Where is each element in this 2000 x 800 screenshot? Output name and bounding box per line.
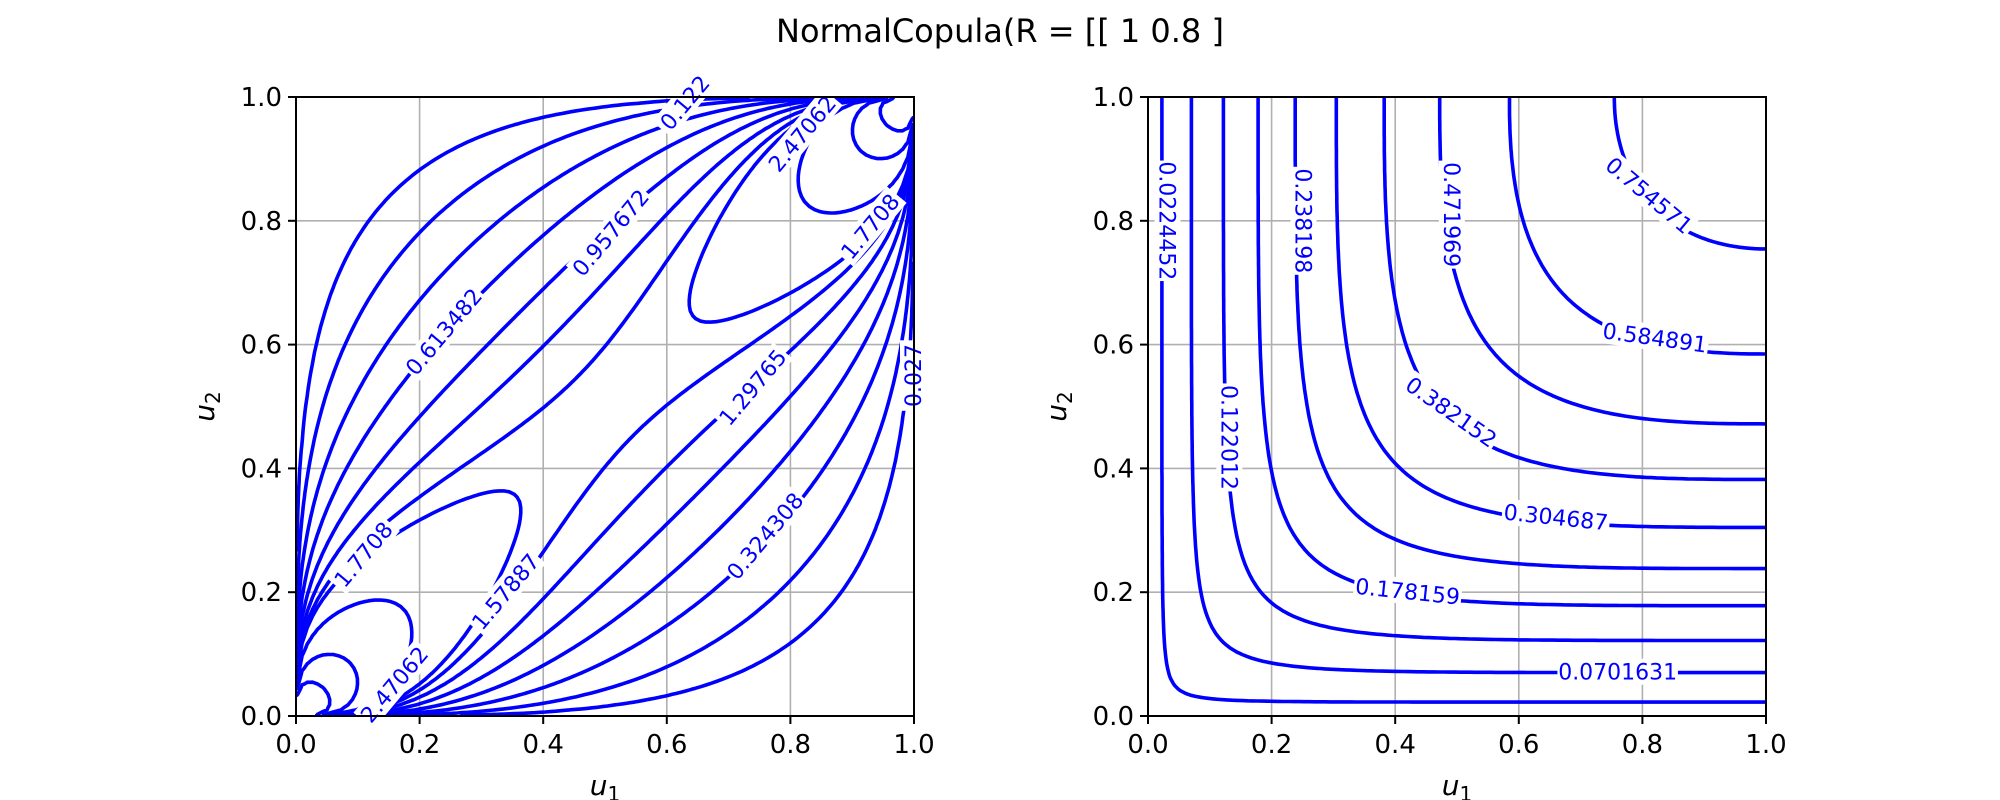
contour-label: 0.382152	[1399, 370, 1504, 454]
contour-label: 0.957672	[565, 182, 656, 283]
contour-label-bg	[398, 281, 489, 382]
contour-label-bg	[833, 186, 907, 267]
contour-label-bg	[326, 514, 400, 595]
y-tick-label: 0.4	[1093, 454, 1134, 484]
axes-frame	[295, 96, 915, 717]
y-tick-label: 0.6	[1093, 331, 1134, 361]
cdf-contour-panel: 0.0224452 0.0701631 0.122012 0.178159 0.2381…	[1040, 83, 1787, 800]
figure-title: NormalCopula(R = [[ 1 0.8 ]	[776, 12, 1224, 50]
x-tick-label: 0.4	[523, 730, 564, 760]
x-tick-label: 0.2	[399, 730, 440, 760]
contour-label-text: 0.238198	[1290, 168, 1315, 273]
contour-label-text: 0.0224452	[1154, 161, 1179, 280]
contour-label: 0.178159	[1352, 572, 1463, 611]
pdf-contour-line	[296, 97, 914, 716]
y-tick-label: 0.8	[241, 207, 282, 237]
pdf-contour-line	[296, 97, 914, 716]
x-tick-label: 0.4	[1375, 730, 1416, 760]
pdf-contour-line	[296, 97, 914, 716]
contour-label-bg	[1599, 150, 1699, 240]
y-axis-label: u2	[188, 391, 225, 421]
contour-label-bg	[1399, 370, 1504, 454]
contour-label-bg	[651, 67, 718, 138]
pdf-contour-line	[296, 97, 914, 716]
contour-label-bg	[464, 546, 547, 637]
contour-label: 1.7708	[833, 186, 907, 267]
y-tick-label: 1.0	[1093, 83, 1134, 113]
x-axis-label: u1	[1442, 769, 1472, 800]
x-tick-label: 0.0	[1127, 730, 1168, 760]
x-tick-label: 0.8	[770, 730, 811, 760]
pdf-contour-panel: 0.1220.6134820.9576722.470621.77080.0271…	[188, 67, 935, 800]
contour-label: 0.0701631	[1557, 658, 1678, 686]
contour-label: 0.471969	[1438, 160, 1465, 269]
y-tick-label: 0.8	[1093, 207, 1134, 237]
contour-label: 0.754571	[1599, 150, 1699, 240]
contour-label-text: 0.613482	[401, 284, 488, 380]
contour-label-text: 0.382152	[1400, 373, 1500, 454]
pdf-contour-line	[296, 97, 914, 716]
x-tick-label: 0.8	[1622, 730, 1663, 760]
cdf-contour-line	[1334, 97, 1766, 530]
contour-label: 0.238198	[1290, 166, 1317, 275]
contour-label-text: 0.178159	[1354, 575, 1461, 611]
pdf-contour-line	[296, 97, 914, 716]
y-tick-label: 1.0	[241, 83, 282, 113]
x-tick-label: 0.0	[275, 730, 316, 760]
contour-label-bg	[1500, 498, 1612, 536]
y-tick-label: 0.2	[1093, 578, 1134, 608]
contour-label-bg	[761, 88, 843, 179]
contour-label-bg	[353, 639, 435, 730]
contour-label-bg	[1599, 317, 1711, 358]
y-tick-label: 0.0	[1093, 702, 1134, 732]
cdf-contour-line	[1437, 97, 1766, 426]
contour-label-text: 0.324308	[723, 489, 810, 585]
contour-label-text: 1.7708	[330, 518, 399, 593]
pdf-contour-line	[296, 97, 914, 716]
pdf-contour-line	[296, 97, 914, 716]
axes-frame	[1147, 96, 1767, 717]
x-tick-label: 1.0	[893, 730, 934, 760]
x-tick-label: 0.6	[646, 730, 687, 760]
y-tick-label: 0.2	[241, 578, 282, 608]
contour-label-text: 0.957672	[568, 185, 655, 281]
pdf-contours	[296, 97, 914, 716]
contour-label-text: 0.0701631	[1558, 661, 1677, 686]
contour-label: 0.304687	[1500, 498, 1612, 536]
pdf-contour-line	[296, 97, 914, 716]
pdf-contour-line	[296, 97, 914, 716]
contour-label: 1.29765	[711, 342, 794, 433]
contour-label: 0.122012	[1215, 383, 1243, 492]
contour-label-text: 0.754571	[1600, 153, 1696, 240]
contour-label: 0.0224452	[1154, 160, 1181, 282]
contour-label-bg	[711, 342, 794, 433]
contour-label-bg	[565, 182, 656, 283]
contour-label-bg	[1154, 160, 1181, 282]
contour-label-bg	[1290, 166, 1317, 275]
pdf-contour-line	[296, 97, 914, 716]
x-tick-label: 1.0	[1745, 730, 1786, 760]
contour-label-text: 1.29765	[715, 345, 793, 431]
contour-label-bg	[1216, 383, 1243, 492]
contour-label-bg	[1438, 160, 1465, 269]
x-tick-label: 0.2	[1251, 730, 1292, 760]
contour-label-bg	[1557, 658, 1678, 685]
x-tick-label: 0.6	[1498, 730, 1539, 760]
contour-label-bg	[1352, 572, 1463, 610]
contour-label: 0.613482	[398, 281, 489, 382]
y-tick-label: 0.0	[241, 702, 282, 732]
cdf-contour-line	[1189, 97, 1766, 675]
contour-label-text: 0.122012	[1215, 385, 1240, 490]
grid-lines	[295, 96, 915, 717]
contour-label-bg	[720, 486, 810, 586]
y-tick-label: 0.4	[241, 454, 282, 484]
x-axis-label: u1	[590, 769, 620, 800]
contour-label: 0.584891	[1599, 317, 1711, 359]
y-axis-label: u2	[1040, 391, 1077, 421]
contour-label-text: 0.471969	[1438, 162, 1463, 267]
cdf-contour-line	[1507, 97, 1766, 356]
y-tick-label: 0.6	[241, 331, 282, 361]
